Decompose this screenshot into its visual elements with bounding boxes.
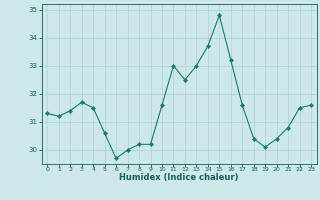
X-axis label: Humidex (Indice chaleur): Humidex (Indice chaleur)	[119, 173, 239, 182]
